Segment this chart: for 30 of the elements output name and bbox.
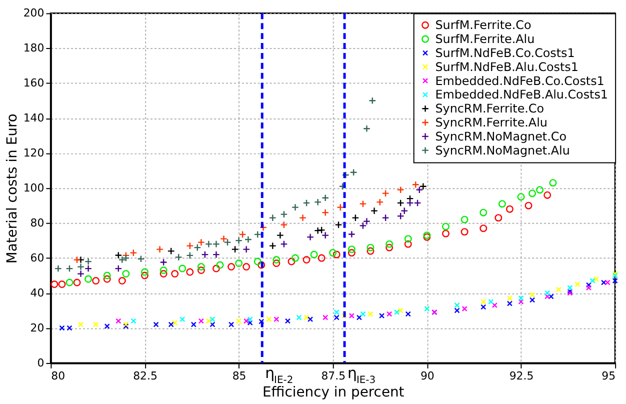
legend-label: Embedded.NdFeB.Co.Costs1 <box>435 74 604 88</box>
y-tick-label: 0 <box>37 356 44 370</box>
legend-label: SyncRM.NoMagnet.Alu <box>435 143 570 158</box>
y-tick-label: 80 <box>30 216 44 230</box>
legend-label: SurfM.Ferrite.Alu <box>435 32 535 46</box>
x-tick-label: 80 <box>51 369 66 382</box>
x-tick-label: 87.5 <box>321 369 346 382</box>
y-axis-title: Material costs in Euro <box>4 114 20 264</box>
y-tick-label: 100 <box>23 182 44 195</box>
y-tick-label: 20 <box>30 321 44 334</box>
y-tick-label: 200 <box>23 6 44 20</box>
legend-label: SurfM.Ferrite.Co <box>435 18 532 32</box>
legend-label: SurfM.NdFeB.Alu.Costs1 <box>435 60 578 74</box>
legend-label: SyncRM.NoMagnet.Co <box>435 129 566 144</box>
y-tick-label: 180 <box>23 42 44 55</box>
y-tick-label: 120 <box>23 146 44 160</box>
x-tick-label: 92.5 <box>509 369 534 382</box>
legend-label: SurfM.NdFeB.Co.Costs1 <box>435 46 575 60</box>
legend-label: SyncRM.Ferrite.Alu <box>435 115 548 130</box>
y-tick-label: 160 <box>23 76 44 90</box>
x-tick-label: 90 <box>420 369 434 382</box>
x-axis-title: Efficiency in percent <box>262 384 405 400</box>
legend-label: SyncRM.Ferrite.Co <box>435 102 544 116</box>
legend-label: Embedded.NdFeB.Alu.Costs1 <box>435 88 608 102</box>
x-tick-label: 85 <box>232 369 246 382</box>
y-tick-label: 140 <box>23 112 44 125</box>
y-tick-label: 40 <box>30 286 44 300</box>
y-tick-label: 60 <box>30 252 44 265</box>
x-tick-label: 82.5 <box>133 369 158 382</box>
x-tick-label: 95 <box>602 369 616 382</box>
